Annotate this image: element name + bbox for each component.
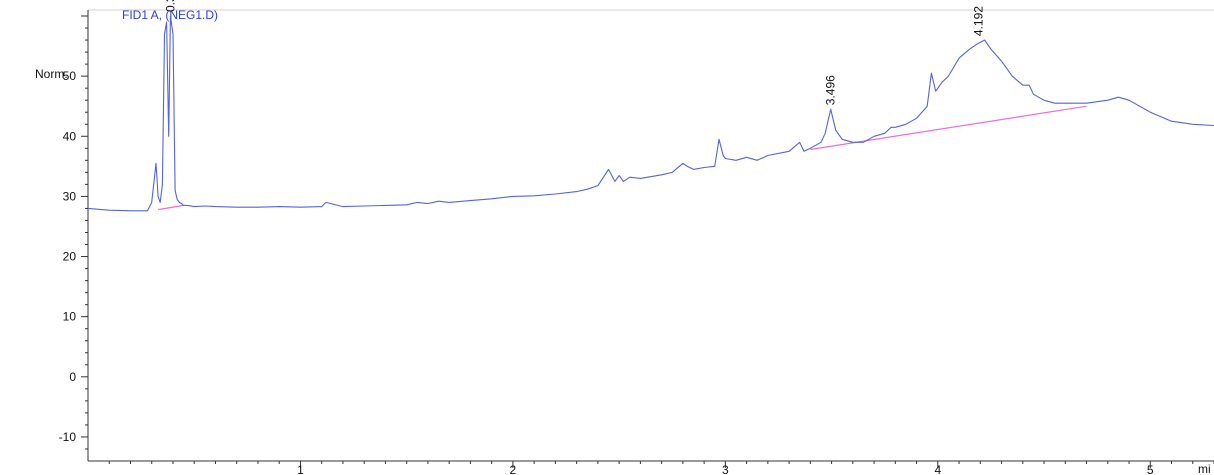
x-tick-label: 1	[297, 463, 304, 475]
x-tick-label: 5	[1147, 463, 1154, 475]
signal-series	[87, 15, 1214, 212]
x-axis-unit-label: mi	[1198, 462, 1211, 475]
x-tick-label: 2	[510, 463, 517, 475]
x-tick-label: 3	[722, 463, 729, 475]
x-axis: 1 2 3 4 5	[88, 460, 1214, 475]
y-tick-label: -10	[59, 430, 77, 444]
y-tick-label: 40	[63, 129, 77, 143]
chart-title: FID1 A, (NEG1.D)	[122, 8, 218, 22]
y-axis: -10 0 10 20 30 40 50	[59, 10, 89, 461]
y-tick-label: 20	[63, 250, 77, 264]
baseline-segment	[158, 204, 184, 211]
peak-label: 3.496	[824, 75, 838, 105]
signal-line	[87, 15, 1214, 212]
y-tick-label: 10	[63, 310, 77, 324]
peak-label: 0.388	[163, 0, 177, 12]
y-tick-label: 0	[69, 370, 76, 384]
y-tick-label: 30	[63, 189, 77, 203]
y-axis-label: Norm.	[35, 67, 68, 81]
peak-annotations: 0.388 3.496 4.192	[163, 0, 985, 105]
y-tick-label: 50	[63, 69, 77, 83]
peak-label: 4.192	[972, 6, 986, 36]
x-tick-label: 4	[934, 463, 941, 475]
